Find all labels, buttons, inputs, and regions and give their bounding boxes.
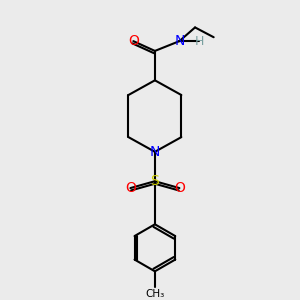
- Text: O: O: [174, 181, 185, 195]
- Text: O: O: [128, 34, 139, 48]
- Text: H: H: [194, 34, 204, 48]
- Text: S: S: [151, 174, 159, 188]
- Text: N: N: [150, 145, 160, 159]
- Text: O: O: [125, 181, 136, 195]
- Text: N: N: [174, 34, 184, 48]
- Text: CH₃: CH₃: [145, 289, 164, 299]
